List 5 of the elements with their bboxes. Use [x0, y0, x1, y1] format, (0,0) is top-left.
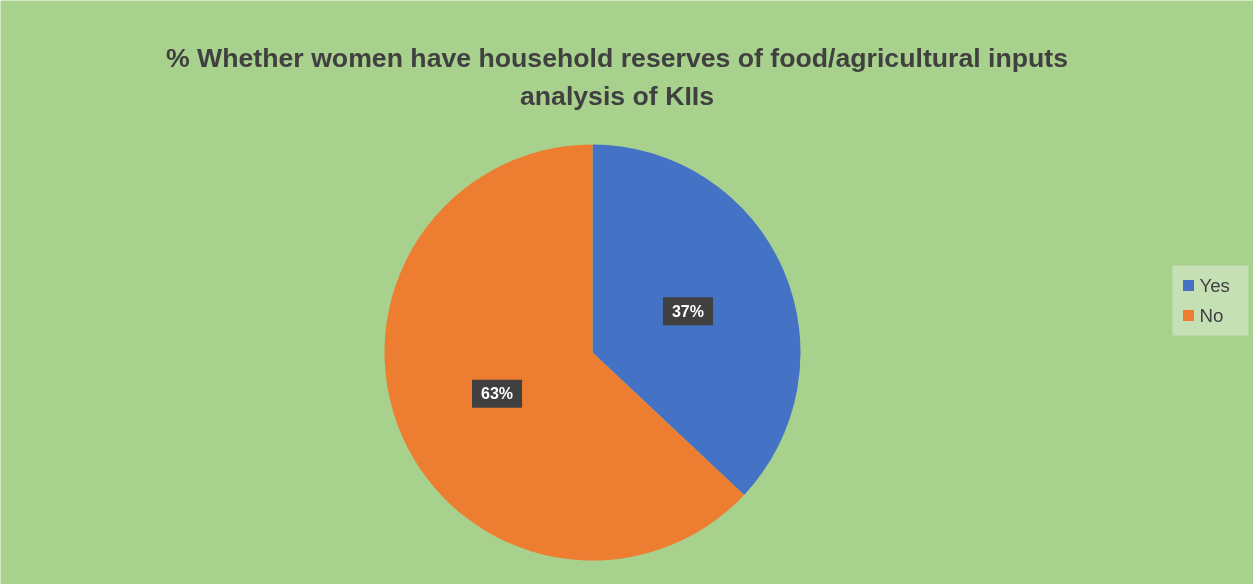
legend-label: Yes: [1199, 275, 1230, 296]
data-label: 63%: [481, 385, 514, 403]
chart-title: % Whether women have household reserves of food/agricultural inputs analysis of KIIs: [165, 42, 1069, 111]
legend-label: No: [1199, 305, 1224, 326]
data-label: 37%: [671, 302, 704, 320]
